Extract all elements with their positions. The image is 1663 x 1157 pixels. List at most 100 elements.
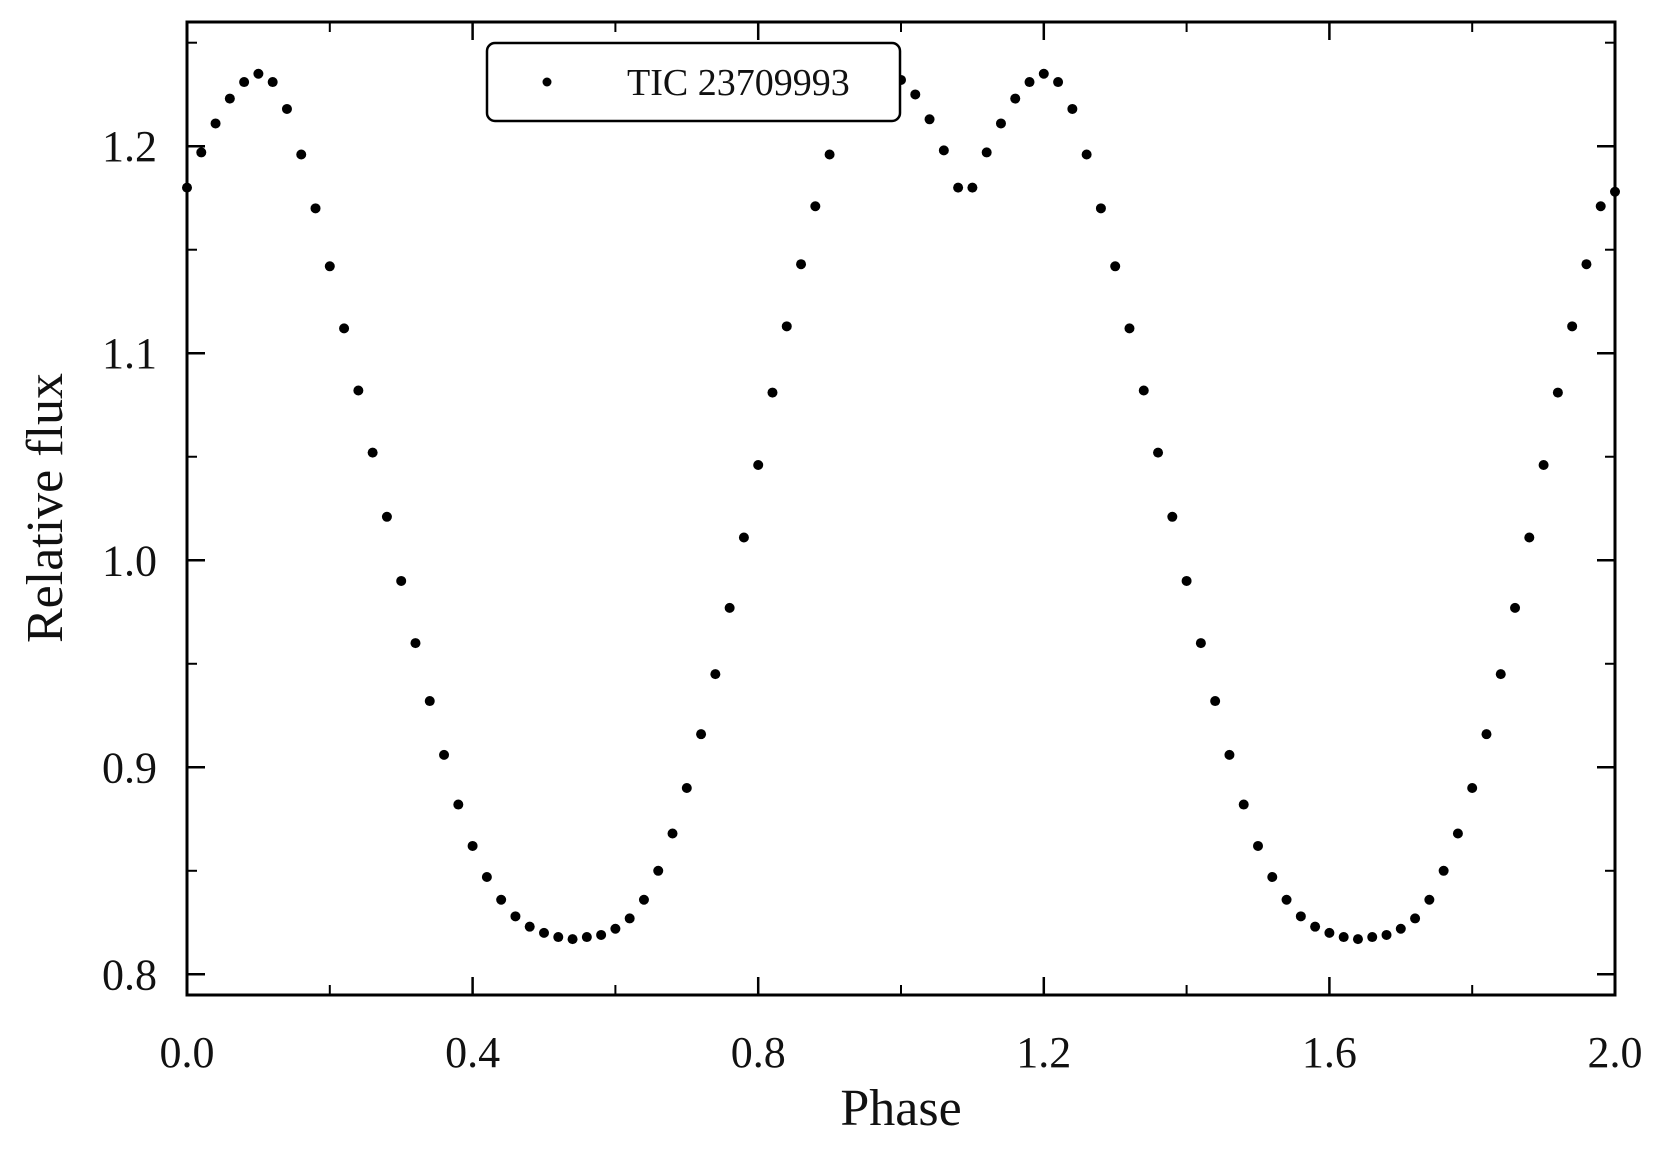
- data-point: [567, 934, 578, 945]
- data-point: [1467, 782, 1478, 793]
- data-point: [1452, 828, 1463, 839]
- data-point: [1124, 323, 1135, 334]
- data-point: [1310, 921, 1321, 932]
- data-point: [1395, 923, 1406, 934]
- data-point: [553, 932, 564, 943]
- data-point: [1167, 511, 1178, 522]
- data-point: [539, 927, 549, 938]
- y-tick-label: 1.0: [102, 536, 157, 585]
- data-points: [182, 68, 1620, 945]
- data-point: [1053, 77, 1064, 88]
- data-point: [453, 799, 464, 810]
- data-point: [924, 114, 935, 125]
- data-point: [824, 149, 835, 160]
- y-tick-labels: 0.8 0.9 1.0 1.1 1.2: [102, 122, 157, 999]
- x-tick-label: 0.8: [731, 1028, 786, 1077]
- data-point: [239, 77, 250, 88]
- data-point: [281, 103, 292, 114]
- data-point: [796, 259, 807, 270]
- y-tick-label: 1.2: [102, 122, 157, 171]
- legend-marker: [542, 77, 552, 87]
- plot-area-frame: [185, 20, 1617, 997]
- data-point: [324, 261, 335, 272]
- data-point: [1153, 447, 1164, 458]
- data-point: [653, 865, 664, 876]
- data-point: [210, 118, 221, 129]
- x-tick-label: 0.4: [445, 1028, 500, 1077]
- data-point: [524, 921, 535, 932]
- data-point: [753, 460, 764, 471]
- data-point: [624, 913, 635, 924]
- data-point: [1224, 749, 1235, 760]
- data-point: [1524, 532, 1535, 543]
- data-point: [1338, 932, 1349, 943]
- data-point: [724, 602, 735, 613]
- data-point: [1510, 602, 1521, 613]
- data-point: [696, 729, 707, 740]
- x-tick-labels: 0.0 0.4 0.8 1.2 1.6 2.0: [160, 1028, 1643, 1077]
- data-point: [410, 638, 421, 649]
- data-point: [1253, 840, 1263, 851]
- data-point: [1295, 911, 1306, 922]
- data-point: [1024, 77, 1035, 88]
- data-point: [1410, 913, 1421, 924]
- y-axis-title: Relative flux: [17, 373, 74, 643]
- data-point: [767, 387, 778, 398]
- x-tick-label: 0.0: [160, 1028, 215, 1077]
- data-point: [738, 532, 749, 543]
- legend-label: TIC 23709993: [627, 62, 850, 104]
- data-point: [1095, 203, 1106, 214]
- data-point: [1324, 927, 1335, 938]
- data-point: [467, 840, 478, 851]
- data-point: [1438, 865, 1449, 876]
- data-point: [910, 89, 921, 100]
- data-point: [1210, 696, 1221, 707]
- y-tick-label: 1.1: [102, 329, 157, 378]
- x-tick-label: 1.2: [1016, 1028, 1071, 1077]
- data-point: [781, 321, 792, 332]
- data-point: [439, 749, 450, 760]
- data-point: [1581, 259, 1592, 270]
- data-point: [681, 782, 692, 793]
- x-tick-label: 2.0: [1588, 1028, 1643, 1077]
- data-point: [1552, 387, 1563, 398]
- data-point: [1281, 894, 1292, 905]
- data-point: [253, 68, 264, 79]
- data-point: [1138, 385, 1149, 396]
- data-point: [353, 385, 364, 396]
- data-point: [1038, 68, 1049, 79]
- data-point: [196, 147, 207, 158]
- data-point: [1081, 149, 1092, 160]
- data-point: [967, 182, 978, 193]
- legend: TIC 23709993: [485, 41, 902, 123]
- y-tick-label: 0.8: [102, 950, 157, 999]
- x-axis-title: Phase: [840, 1080, 961, 1137]
- data-point: [1067, 103, 1078, 114]
- x-tick-label: 1.6: [1302, 1028, 1357, 1077]
- data-point: [496, 894, 507, 905]
- data-point: [310, 203, 321, 214]
- data-point: [1538, 460, 1549, 471]
- data-point: [1381, 929, 1392, 940]
- data-point: [1010, 93, 1021, 104]
- data-point: [610, 923, 621, 934]
- data-point: [367, 447, 378, 458]
- data-point: [1110, 261, 1121, 272]
- data-point: [1195, 638, 1206, 649]
- data-point: [510, 911, 521, 922]
- data-point: [339, 323, 350, 334]
- data-point: [424, 696, 435, 707]
- data-point: [938, 145, 949, 156]
- data-point: [810, 201, 821, 212]
- data-point: [953, 182, 964, 193]
- data-point: [581, 932, 592, 943]
- data-point: [1267, 871, 1278, 882]
- data-point: [1367, 932, 1378, 943]
- data-point: [296, 149, 307, 160]
- data-point: [381, 511, 392, 522]
- data-point: [1238, 799, 1249, 810]
- data-point: [638, 894, 649, 905]
- data-point: [1495, 669, 1506, 680]
